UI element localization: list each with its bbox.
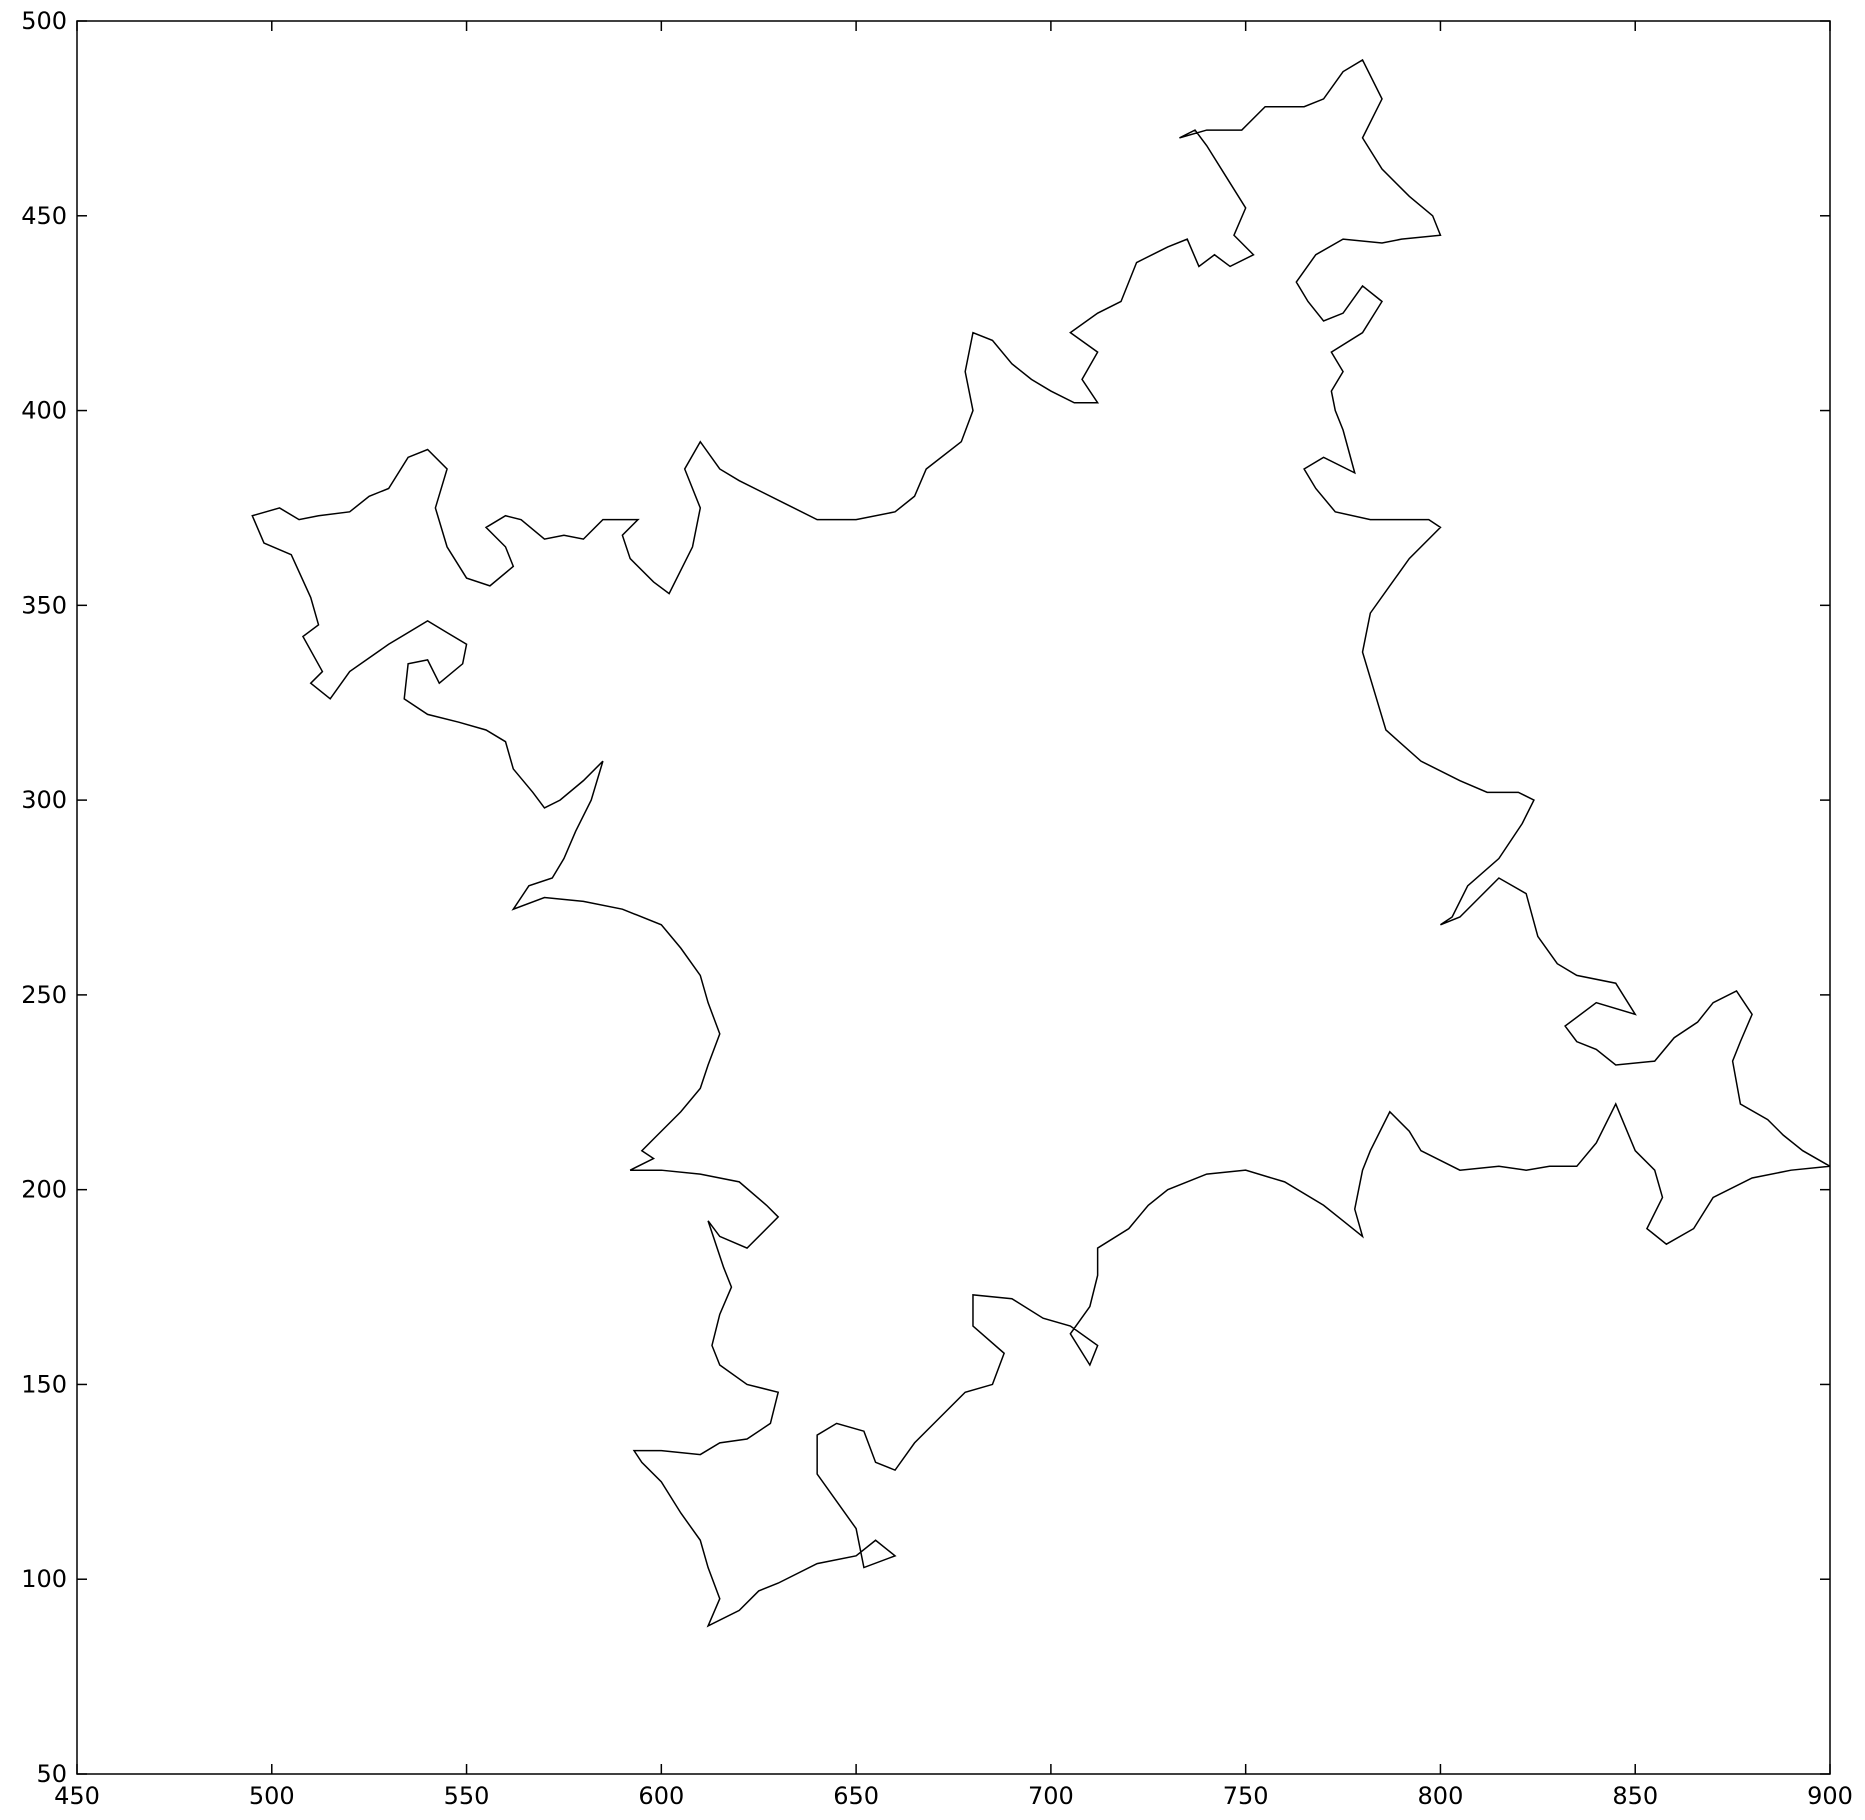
x-tick-label: 800 — [1418, 1782, 1464, 1810]
plot-frame — [76, 20, 1831, 1775]
y-tick-label: 350 — [21, 591, 67, 619]
x-tick-label: 600 — [638, 1782, 684, 1810]
x-tick-label: 900 — [1807, 1782, 1853, 1810]
y-tick-label: 250 — [21, 981, 67, 1009]
x-tick-label: 650 — [833, 1782, 879, 1810]
x-tick-label: 450 — [54, 1782, 100, 1810]
x-tick-label: 750 — [1223, 1782, 1269, 1810]
x-tick-label: 550 — [444, 1782, 490, 1810]
y-tick-label: 450 — [21, 202, 67, 230]
y-tick-label: 400 — [21, 397, 67, 425]
x-tick-label: 700 — [1028, 1782, 1074, 1810]
y-tick-label: 50 — [36, 1760, 67, 1788]
y-tick-label: 500 — [21, 7, 67, 35]
curve — [251, 58, 1831, 1628]
x-tick-label: 850 — [1612, 1782, 1658, 1810]
y-tick-label: 100 — [21, 1565, 67, 1593]
y-tick-label: 200 — [21, 1176, 67, 1204]
y-tick-label: 150 — [21, 1370, 67, 1398]
x-tick-label: 500 — [249, 1782, 295, 1810]
y-tick-label: 300 — [21, 786, 67, 814]
